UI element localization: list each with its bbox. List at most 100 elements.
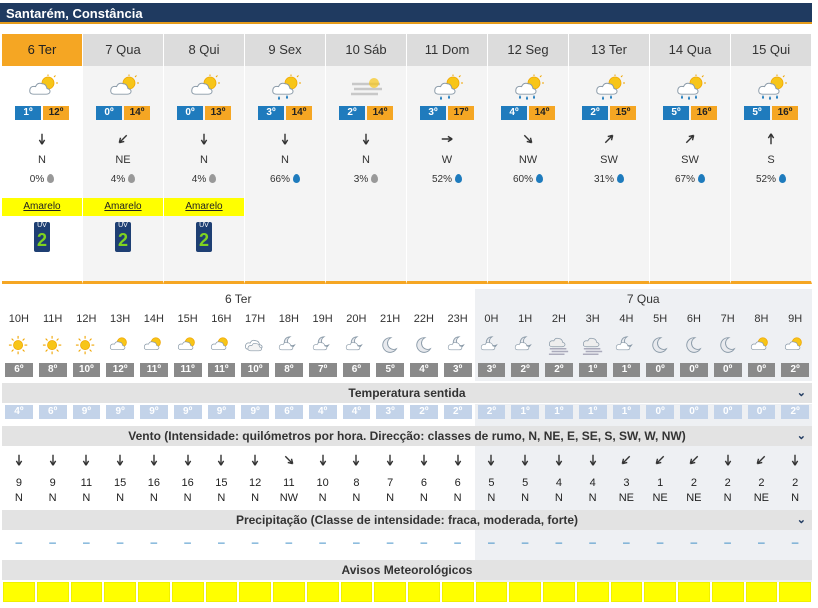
- warning-level-cell[interactable]: [374, 582, 406, 602]
- wind-speed: 6: [420, 477, 427, 489]
- hour-temp: 6º: [342, 363, 371, 377]
- chevron-down-icon[interactable]: ⌄: [796, 430, 806, 442]
- wind-speed: 5: [522, 477, 529, 489]
- hour-label: 9H: [788, 313, 803, 325]
- precip-value: –: [251, 535, 259, 549]
- feels-like-temp: 9º: [173, 405, 202, 419]
- day-label[interactable]: 14 Qua: [650, 34, 730, 66]
- day-column[interactable]: 8 Qui 0º 13º N 4% Amarelo UV 2: [164, 34, 245, 284]
- warning-level-cell[interactable]: [340, 582, 373, 602]
- sun-cloud-icon: [110, 337, 127, 351]
- day-column[interactable]: 15 Qui 5º 16º S 52%: [731, 34, 812, 284]
- warning-level-cell[interactable]: [475, 582, 508, 602]
- warning-level-cell[interactable]: [441, 582, 474, 602]
- day-column[interactable]: 12 Seg 4º 14º NW 60%: [488, 34, 569, 284]
- max-temp: 12º: [43, 106, 69, 120]
- chevron-down-icon[interactable]: ⌄: [796, 387, 806, 399]
- moon-icon: [720, 337, 736, 353]
- day-column[interactable]: 7 Qua 0º 14º NE 4% Amarelo UV 2: [83, 34, 164, 284]
- day-column[interactable]: 14 Qua 5º 16º SW 67%: [650, 34, 731, 284]
- warning-level-cell[interactable]: [306, 582, 339, 602]
- wind-speed: 12: [249, 477, 262, 489]
- wind-speed: 16: [181, 477, 194, 489]
- uv-value: 2: [36, 230, 47, 250]
- wind-arrow-icon: [15, 454, 23, 466]
- warning-level-cell[interactable]: [576, 582, 609, 602]
- moon-cloud-icon: [481, 336, 499, 351]
- hour-label: 23H: [447, 313, 468, 325]
- feels-like-temp: 6º: [275, 405, 303, 419]
- wind-direction: N: [149, 492, 158, 504]
- day-label[interactable]: 7 Qua: [83, 34, 163, 66]
- cloud-rain-icon: [596, 74, 625, 100]
- precip-value: –: [623, 535, 630, 549]
- precip-value: –: [353, 535, 360, 549]
- day-label[interactable]: 8 Qui: [164, 34, 244, 66]
- warning-link[interactable]: Amarelo: [164, 198, 244, 216]
- day-label[interactable]: 12 Seg: [488, 34, 568, 66]
- day-column[interactable]: 9 Sex 3º 14º N 66%: [245, 34, 326, 284]
- warning-level-cell[interactable]: [543, 582, 575, 602]
- wind-arrow-icon: [49, 454, 56, 466]
- warning-level-cell[interactable]: [711, 582, 744, 602]
- chevron-down-icon[interactable]: ⌄: [796, 514, 806, 526]
- moon-cloud-icon: [278, 336, 296, 351]
- wind-direction: N: [453, 492, 462, 504]
- hour-temp: 7º: [308, 363, 337, 377]
- feels-like-temp: 0º: [646, 405, 674, 419]
- feels-like-section-header[interactable]: Temperatura sentida ⌄: [2, 383, 812, 403]
- warning-level-cell[interactable]: [644, 582, 676, 602]
- hour-temp: 1º: [578, 363, 607, 377]
- warning-link[interactable]: Amarelo: [2, 198, 82, 216]
- warning-level-cell[interactable]: [70, 582, 103, 602]
- day-label[interactable]: 9 Sex: [245, 34, 325, 66]
- hour-label: 21H: [380, 313, 401, 325]
- feels-like-temp: 4º: [342, 405, 371, 419]
- wind-speed: 8: [353, 477, 360, 489]
- precip-value: –: [791, 535, 799, 549]
- warning-level-cell[interactable]: [36, 582, 69, 602]
- day-column[interactable]: 11 Dom 3º 17º W 52%: [407, 34, 488, 284]
- warning-level-cell[interactable]: [3, 582, 35, 602]
- warning-level-cell[interactable]: [273, 582, 305, 602]
- warning-level-cell[interactable]: [745, 582, 778, 602]
- section-title: Vento (Intensidade: quilómetros por hora…: [128, 429, 686, 443]
- day-label[interactable]: 6 Ter: [2, 34, 82, 66]
- warning-level-cell[interactable]: [138, 582, 170, 602]
- warning-level-cell[interactable]: [205, 582, 238, 602]
- feels-like-row: 4º 6º 9º 9º 9º 9º 9º 9º 6º 4º 4º 3º 2º 2º 2º 1º 1º 1º 1º 0º…: [2, 405, 812, 419]
- day-column[interactable]: 13 Ter 2º 15º SW 31%: [569, 34, 650, 284]
- wind-arrow-icon: [521, 454, 529, 466]
- warning-level-cell[interactable]: [239, 582, 271, 602]
- day-label[interactable]: 13 Ter: [569, 34, 649, 66]
- day-label[interactable]: 11 Dom: [407, 34, 487, 66]
- wind-section-header[interactable]: Vento (Intensidade: quilómetros por hora…: [2, 426, 812, 446]
- wind-arrow-icon: [756, 455, 766, 465]
- day-label[interactable]: 15 Qui: [731, 34, 811, 66]
- precipitation-section-header[interactable]: Precipitação (Classe de intensidade: fra…: [2, 510, 812, 530]
- warning-level-cell[interactable]: [171, 582, 204, 602]
- warning-level-cell[interactable]: [779, 582, 811, 602]
- day-label[interactable]: 10 Sáb: [326, 34, 406, 66]
- precip-value: –: [49, 535, 56, 549]
- precip-probability: 60%: [512, 174, 533, 185]
- wind-arrow-icon: [218, 454, 225, 466]
- warning-level-cell[interactable]: [678, 582, 710, 602]
- wind-direction: N: [82, 492, 91, 504]
- warning-level-cell[interactable]: [610, 582, 643, 602]
- min-temp: 3º: [420, 106, 446, 120]
- sun-cloud-icon: [785, 337, 802, 351]
- uv-index-icon: UV 2: [196, 222, 212, 252]
- hour-label: 1H: [518, 313, 533, 325]
- hourly-day-label: 7 Qua: [626, 292, 660, 306]
- warning-level-cell[interactable]: [408, 582, 440, 602]
- feels-like-temp: 9º: [72, 405, 101, 419]
- warning-link[interactable]: Amarelo: [83, 198, 163, 216]
- feels-like-temp: 6º: [38, 405, 67, 419]
- warning-level-cell[interactable]: [104, 582, 136, 602]
- day-column[interactable]: 6 Ter 1º 12º N 0% Amarelo UV 2: [2, 34, 83, 284]
- warning-level-cell[interactable]: [509, 582, 541, 602]
- day-column[interactable]: 10 Sáb 2º 14º N 3%: [326, 34, 407, 284]
- hour-temp: 10º: [72, 363, 101, 377]
- warnings-section-header[interactable]: Avisos Meteorológicos: [2, 560, 812, 580]
